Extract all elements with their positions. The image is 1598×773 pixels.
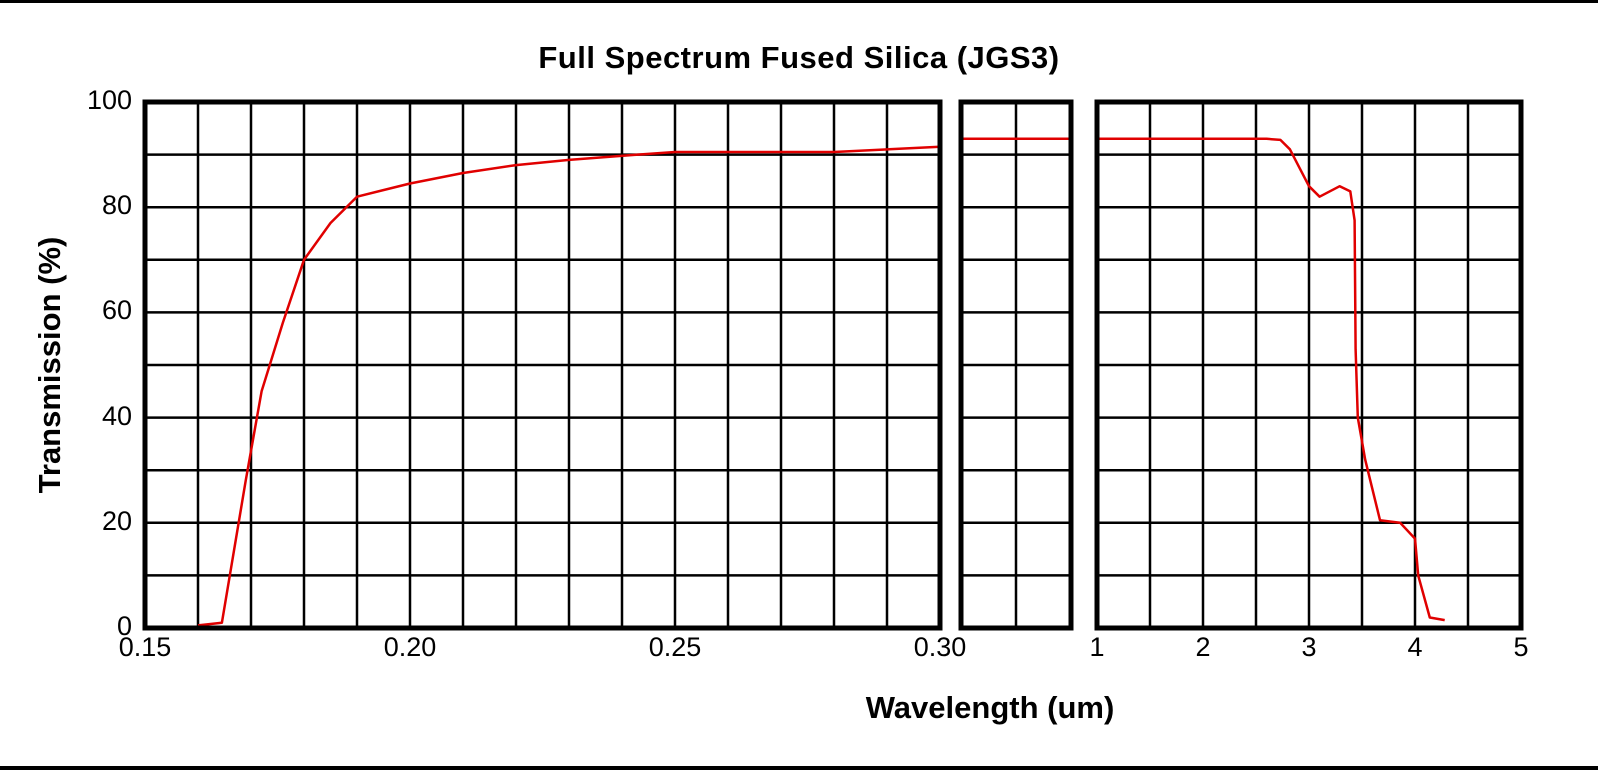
chart-title: Full Spectrum Fused Silica (JGS3) bbox=[538, 40, 1060, 75]
x-tick-label: 3 bbox=[1301, 632, 1317, 662]
bottom-frame-line bbox=[0, 766, 1598, 770]
y-tick-label: 80 bbox=[101, 190, 132, 221]
transmission-curve-ir bbox=[1097, 137, 1445, 622]
y-tick-label: 40 bbox=[101, 400, 132, 431]
y-tick-label: 100 bbox=[86, 85, 132, 115]
x-tick-label: 5 bbox=[1513, 632, 1529, 662]
x-tick-label: 1 bbox=[1089, 632, 1105, 662]
x-tick-label: 0.30 bbox=[913, 632, 967, 662]
panel-border-uv bbox=[142, 99, 943, 631]
y-tick-label: 20 bbox=[101, 505, 132, 536]
x-tick-label: 0.25 bbox=[648, 632, 702, 662]
transmission-curve-uv bbox=[197, 145, 941, 627]
x-tick-label: 4 bbox=[1407, 632, 1423, 662]
x-tick-label: 0.20 bbox=[383, 632, 437, 662]
y-tick-label: 60 bbox=[101, 295, 132, 326]
y-tick-label: 0 bbox=[116, 611, 132, 641]
x-axis-label: Wavelength (um) bbox=[865, 690, 1115, 725]
x-tick-label: 0.15 bbox=[118, 632, 172, 662]
panel-border-ir bbox=[1094, 99, 1524, 631]
x-tick-label: 2 bbox=[1195, 632, 1211, 662]
panel-border-visible bbox=[958, 99, 1074, 631]
top-frame-line bbox=[0, 0, 1598, 3]
